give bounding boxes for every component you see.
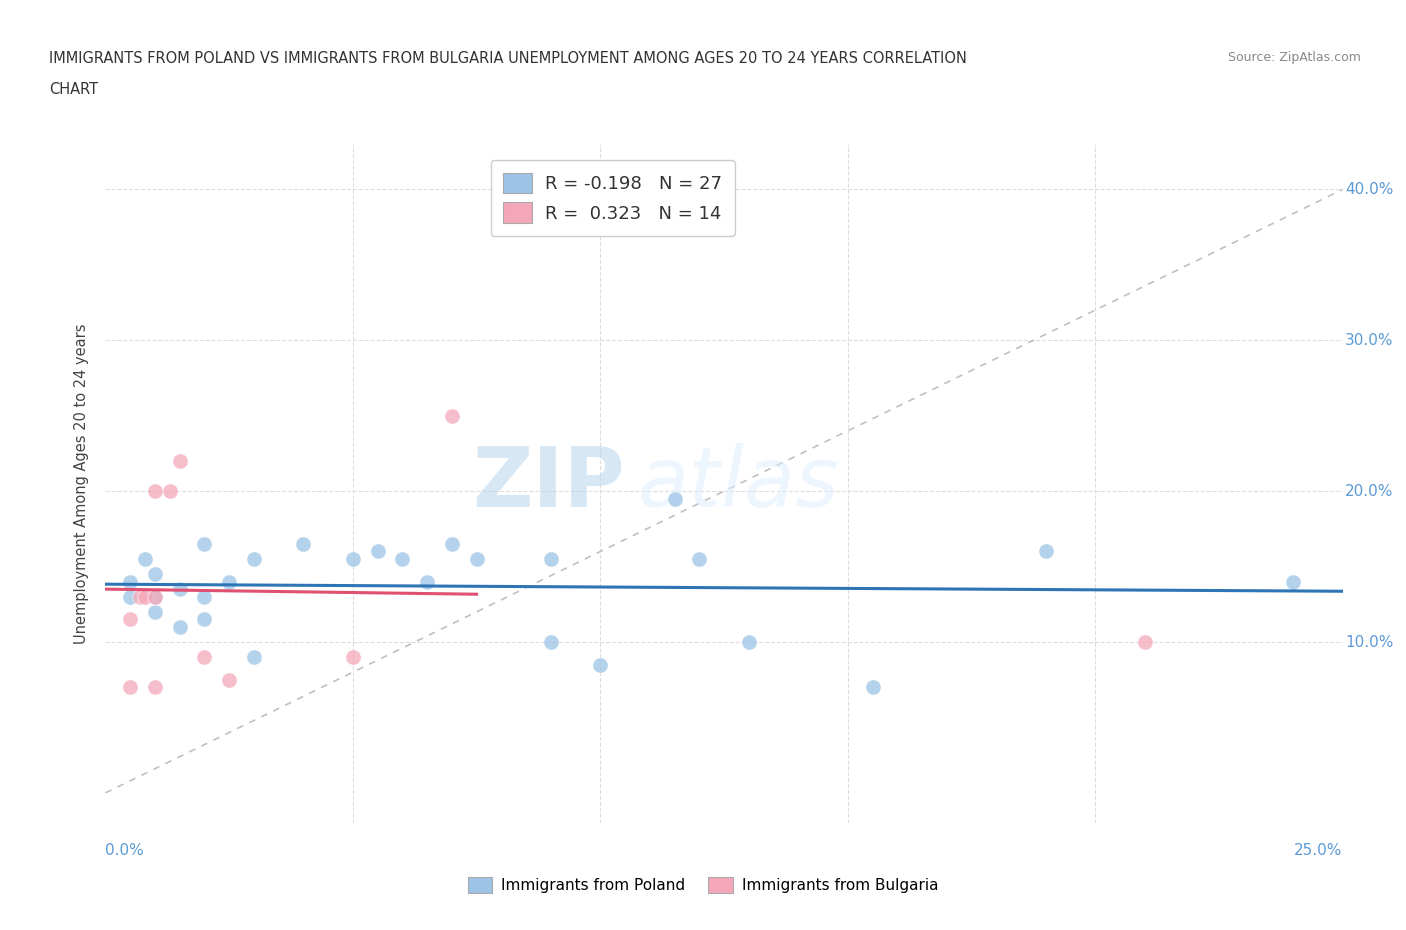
Point [1133,634,1156,649]
Point [169,619,191,634]
Point [342,650,364,665]
Point [292,537,315,551]
Point [465,551,488,566]
Text: 30.0%: 30.0% [1346,333,1393,348]
Point [193,590,215,604]
Text: 20.0%: 20.0% [1346,484,1393,498]
Point [440,537,463,551]
Point [143,484,166,498]
Point [243,551,266,566]
Point [143,604,166,619]
Text: 40.0%: 40.0% [1346,182,1393,197]
Point [134,551,156,566]
Point [143,566,166,581]
Legend: R = -0.198   N = 27, R =  0.323   N = 14: R = -0.198 N = 27, R = 0.323 N = 14 [491,160,735,236]
Point [367,544,389,559]
Text: IMMIGRANTS FROM POLAND VS IMMIGRANTS FROM BULGARIA UNEMPLOYMENT AMONG AGES 20 TO: IMMIGRANTS FROM POLAND VS IMMIGRANTS FRO… [49,51,967,66]
Point [540,551,562,566]
Legend: Immigrants from Poland, Immigrants from Bulgaria: Immigrants from Poland, Immigrants from … [461,870,945,899]
Point [134,590,156,604]
Text: 0.0%: 0.0% [105,844,145,858]
Point [120,590,142,604]
Point [416,574,439,589]
Point [589,658,612,672]
Point [143,680,166,695]
Point [169,454,191,469]
Text: 25.0%: 25.0% [1295,844,1343,858]
Point [143,590,166,604]
Text: ZIP: ZIP [472,443,626,525]
Point [664,491,686,506]
Point [1035,544,1057,559]
Point [540,634,562,649]
Point [440,408,463,423]
Point [862,680,884,695]
Point [120,574,142,589]
Point [143,590,166,604]
Point [738,634,761,649]
Y-axis label: Unemployment Among Ages 20 to 24 years: Unemployment Among Ages 20 to 24 years [75,324,90,644]
Point [129,590,152,604]
Point [342,551,364,566]
Point [193,650,215,665]
Point [391,551,413,566]
Point [688,551,710,566]
Text: CHART: CHART [49,82,98,97]
Point [159,484,181,498]
Point [193,537,215,551]
Text: 10.0%: 10.0% [1346,634,1393,649]
Point [169,582,191,597]
Text: atlas: atlas [637,443,839,525]
Point [120,612,142,627]
Point [193,612,215,627]
Point [1282,574,1305,589]
Point [120,680,142,695]
Point [218,672,240,687]
Text: Source: ZipAtlas.com: Source: ZipAtlas.com [1227,51,1361,64]
Point [243,650,266,665]
Point [218,574,240,589]
